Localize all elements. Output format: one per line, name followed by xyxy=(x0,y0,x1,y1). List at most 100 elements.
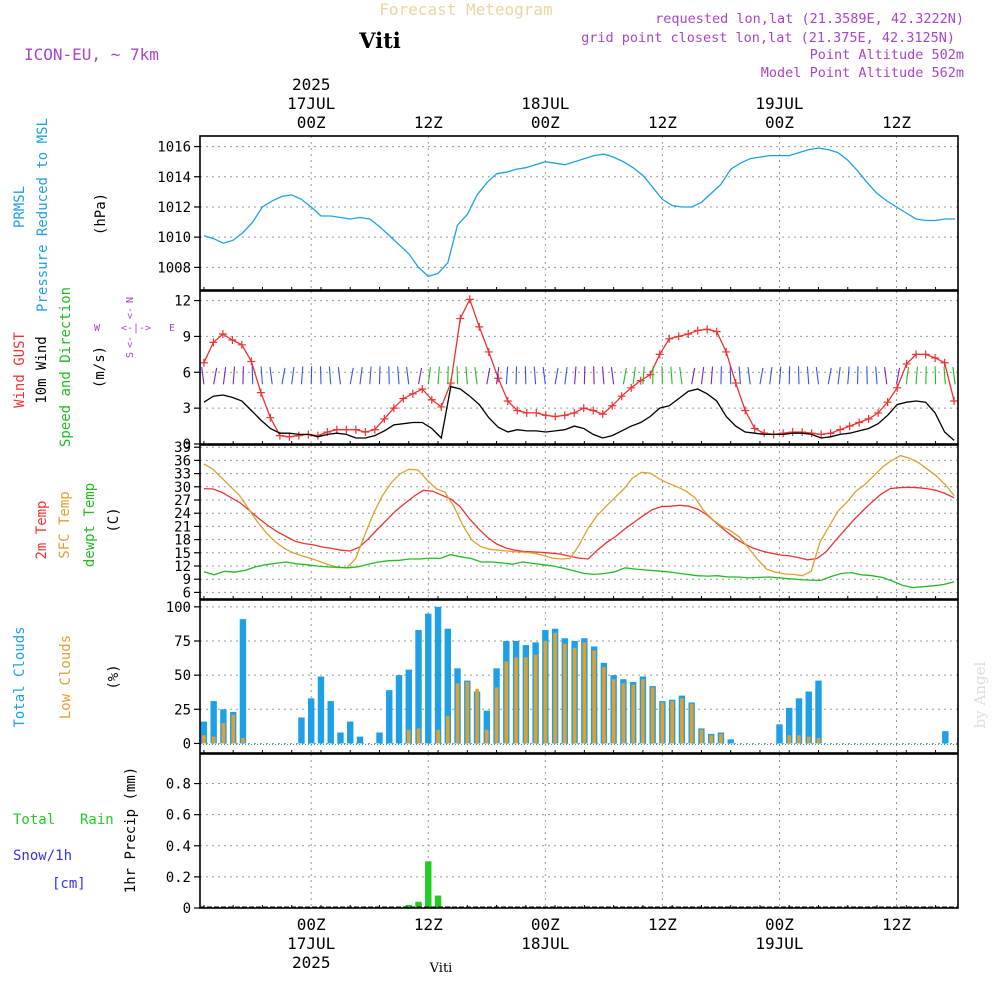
top-time-label: 17JUL xyxy=(287,94,335,113)
temperature-series-line xyxy=(203,454,955,577)
clouds-ytick-label: 75 xyxy=(174,634,191,650)
compass-arrows: <-|-> xyxy=(121,323,151,334)
gust-point-marker xyxy=(883,398,892,407)
wind-direction-arrow xyxy=(601,366,605,385)
low-clouds-bar xyxy=(660,702,665,744)
low-clouds-bar xyxy=(231,714,235,744)
wind-direction-arrow xyxy=(747,367,751,385)
wind-ytick-label: 0 xyxy=(183,437,191,453)
temperature-labels: 2m Temp SFC Temp dewpt Temp (C) xyxy=(34,483,122,567)
snow-label: Snow/1h xyxy=(13,848,72,864)
low-clouds-bar xyxy=(806,736,811,744)
wind-direction-arrow xyxy=(496,367,500,385)
precip-ytick-label: 0 xyxy=(183,901,191,917)
wind-direction-arrow xyxy=(328,366,332,385)
requested-coords: requested lon,lat (21.3589E, 42.3222N) xyxy=(655,11,964,27)
gust-point-marker xyxy=(399,394,408,403)
temperature-ytick-label: 36 xyxy=(174,453,191,469)
total-clouds-bar xyxy=(805,691,812,744)
low-clouds-bar xyxy=(787,735,792,744)
wind-direction-arrow xyxy=(486,367,491,385)
gust-point-marker xyxy=(693,326,702,335)
wind-direction-arrow xyxy=(213,367,218,385)
wind-compass: N <- W <-|-> E <- S xyxy=(94,297,175,358)
gust-point-marker xyxy=(627,383,636,392)
grid-point-coords: grid point closest lon,lat (21.375E, 42.… xyxy=(581,30,955,46)
clouds-panel: 0 25 50 75 100 xyxy=(166,599,959,754)
gust-point-marker xyxy=(437,402,446,411)
total-label: Total xyxy=(13,812,55,828)
temp2m-label: 2m Temp xyxy=(34,500,50,559)
wind-direction-arrow xyxy=(269,367,273,385)
wind-direction-arrow xyxy=(905,367,910,385)
low-clouds-bar xyxy=(406,729,411,744)
gust-point-marker xyxy=(750,424,759,433)
gust-point-marker xyxy=(218,330,227,339)
wind-direction-arrow xyxy=(222,367,227,385)
top-time-label: 19JUL xyxy=(755,94,803,113)
total-clouds-bar xyxy=(483,710,491,744)
gust-point-marker xyxy=(408,389,417,398)
gust-point-marker xyxy=(579,404,588,413)
pressure-unit-label: (hPa) xyxy=(93,193,109,235)
gust-point-marker xyxy=(940,358,949,367)
gust-point-marker xyxy=(617,392,626,401)
low-clouds-bar xyxy=(524,657,528,744)
wind-direction-arrow xyxy=(827,367,832,385)
precip-ytick-label: 0.4 xyxy=(166,839,191,855)
gust-point-marker xyxy=(513,406,522,415)
wind-direction-arrow xyxy=(465,366,468,385)
rain-bar xyxy=(415,901,422,908)
wind-direction-arrow xyxy=(778,366,782,385)
wind-ytick-label: 12 xyxy=(174,294,191,310)
clouds-frame xyxy=(199,599,959,754)
wind-direction-arrow xyxy=(642,366,645,385)
wind-direction-arrow xyxy=(474,367,478,385)
gust-point-marker xyxy=(893,383,902,392)
total-clouds-bar xyxy=(727,739,734,744)
low-clouds-bar xyxy=(465,681,470,744)
bottom-time-label: 12Z xyxy=(648,915,677,934)
low-clouds-bar xyxy=(485,729,489,744)
gust-point-marker xyxy=(351,425,360,434)
wind-direction-arrow xyxy=(710,366,714,385)
low-clouds-bar xyxy=(670,701,674,744)
low-clouds-bar xyxy=(416,728,421,744)
gust-point-marker xyxy=(285,432,294,441)
gust-point-marker xyxy=(228,336,237,345)
temperature-ytick-label: 18 xyxy=(174,533,191,549)
wind-direction-arrow xyxy=(369,366,372,385)
wind-direction-arrow xyxy=(574,366,577,385)
wind-direction-arrow xyxy=(670,366,673,385)
gust-point-marker xyxy=(788,428,797,437)
total-clouds-bar xyxy=(317,676,325,744)
low-clouds-bar xyxy=(533,654,538,744)
bottom-time-label: 00Z xyxy=(531,915,560,934)
clouds-ytick-label: 0 xyxy=(183,736,191,752)
gust-point-marker xyxy=(522,408,531,417)
gust-point-marker xyxy=(494,374,503,383)
top-time-label: 18JUL xyxy=(521,94,569,113)
total-clouds-bar xyxy=(327,701,334,744)
sfc-temp-label: SFC Temp xyxy=(57,491,73,558)
gust-point-marker xyxy=(836,425,845,434)
clouds-ytick-label: 100 xyxy=(166,600,191,616)
total-clouds-bar xyxy=(308,698,315,744)
wind-ytick-label: 3 xyxy=(183,401,191,417)
wind-direction-arrow xyxy=(847,366,850,385)
low-clouds-bar xyxy=(816,737,821,744)
wind-direction-arrow xyxy=(542,367,546,385)
low-clouds-bar xyxy=(436,729,440,744)
wind-direction-arrow xyxy=(679,367,683,385)
temperature-ytick-label: 12 xyxy=(174,559,191,575)
gust-point-marker xyxy=(760,429,769,438)
wind-direction-arrow xyxy=(915,366,918,385)
temperature-series-line xyxy=(203,486,955,561)
low-clouds-bar xyxy=(631,684,635,744)
wind-ytick-label: 9 xyxy=(183,329,191,345)
gust-point-marker xyxy=(712,327,721,336)
wind-direction-arrow xyxy=(759,367,764,385)
bottom-time-label: 00Z xyxy=(765,915,794,934)
wind-direction-arrow xyxy=(815,367,820,385)
rain-bar xyxy=(434,895,442,908)
